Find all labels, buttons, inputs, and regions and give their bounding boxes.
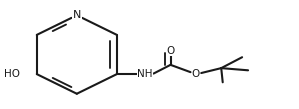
Text: NH: NH [138,69,153,79]
Text: O: O [167,46,175,56]
Text: O: O [192,69,200,79]
Text: N: N [73,10,81,20]
Text: HO: HO [4,69,20,79]
